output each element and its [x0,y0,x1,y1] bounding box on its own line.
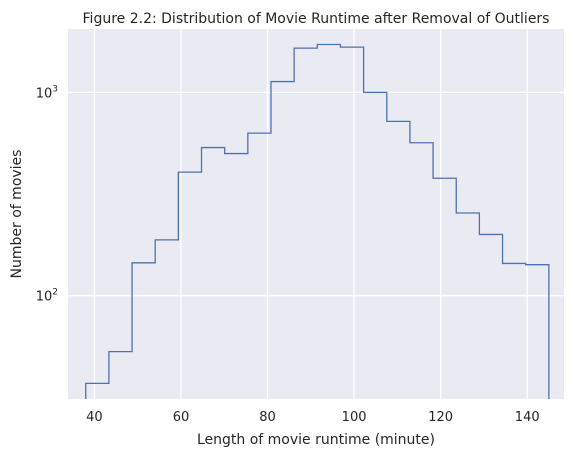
plot-area [68,29,564,399]
histogram-steps [85,43,550,399]
y-tick-labels: 102 103 [36,84,58,304]
x-tick-label: 120 [428,410,453,425]
x-tick-label: 40 [86,410,103,425]
y-axis-label: Number of movies [9,150,25,279]
grid-lines [68,29,564,399]
x-tick-label: 60 [173,410,190,425]
x-tick-label: 140 [515,410,540,425]
y-tick-label: 103 [36,84,58,101]
x-tick-label: 100 [342,410,367,425]
y-tick-label: 102 [36,288,58,305]
x-tick-labels: 40 60 80 100 120 140 [86,410,539,425]
histogram-outline [85,43,550,399]
x-axis-label: Length of movie runtime (minute) [197,432,435,448]
chart-title: Figure 2.2: Distribution of Movie Runtim… [83,11,550,27]
x-tick-label: 80 [259,410,276,425]
